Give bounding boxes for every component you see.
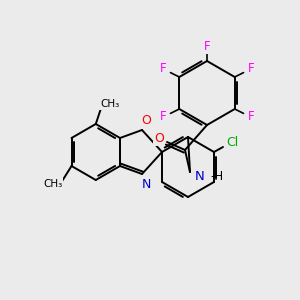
Text: CH₃: CH₃ — [100, 99, 119, 109]
Text: F: F — [248, 110, 254, 124]
Text: F: F — [204, 40, 210, 53]
Text: CH₃: CH₃ — [43, 179, 62, 189]
Text: O: O — [154, 131, 164, 145]
Text: N: N — [141, 178, 151, 190]
Text: N: N — [195, 169, 205, 182]
Text: O: O — [141, 113, 151, 127]
Text: Cl: Cl — [226, 136, 238, 148]
Text: F: F — [160, 62, 166, 76]
Text: F: F — [248, 62, 254, 76]
Text: F: F — [160, 110, 166, 124]
Text: -H: -H — [210, 169, 223, 182]
